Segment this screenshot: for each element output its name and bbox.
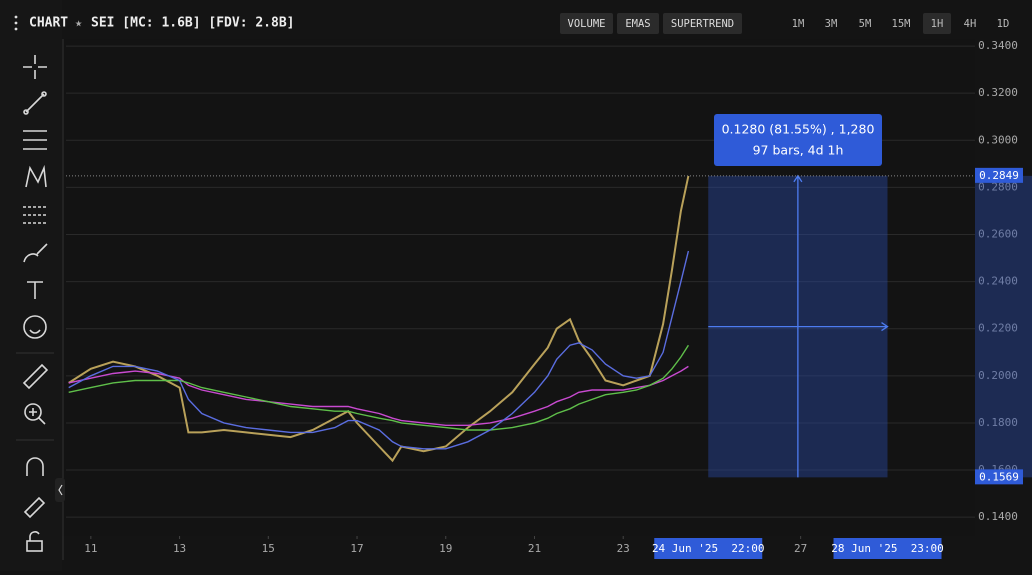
tool-emoji[interactable] [23, 315, 47, 339]
timeframe-active[interactable] [923, 13, 951, 34]
timeframe-button[interactable]: 1M [792, 18, 805, 30]
tool-pattern[interactable] [25, 164, 47, 188]
y-tick-label: 0.1400 [978, 510, 1018, 523]
collapse-button[interactable] [55, 478, 65, 502]
measure-tooltip-text: 0.1280 (81.55%) , 1,280 [722, 122, 875, 137]
indicator-button[interactable] [663, 13, 742, 34]
tool-brush[interactable] [23, 243, 48, 263]
measure-tooltip [714, 114, 882, 166]
timeframe-button[interactable]: 1D [997, 18, 1010, 30]
header-title: CHART [29, 16, 68, 31]
price-label: 0.2849 [979, 169, 1019, 182]
tool-text[interactable] [27, 281, 43, 299]
ema-line [68, 250, 690, 450]
tool-parallel[interactable] [23, 130, 47, 150]
tool-line[interactable] [23, 91, 47, 115]
range-low-label-bg [975, 469, 1023, 485]
indicator-button-label[interactable]: SUPERTREND [671, 18, 734, 30]
measure-tooltip-text: 97 bars, 4d 1h [753, 143, 844, 158]
tool-unlock[interactable] [26, 531, 43, 552]
indicator-button[interactable] [617, 13, 659, 34]
x-tick-label: 15 [262, 542, 275, 555]
symbol: SEI [MC: 1.6B] [FDV: 2.8B] [91, 16, 295, 31]
x-tick-label: 27 [794, 542, 807, 555]
timeframe-button[interactable]: 4H [964, 18, 977, 30]
range-x-label-bg [833, 538, 942, 559]
tool-crosshair[interactable] [23, 55, 47, 79]
y-tick-label: 0.3400 [978, 39, 1018, 52]
timeframe-button[interactable]: 15M [892, 18, 911, 30]
price-label-bg [975, 167, 1023, 183]
y-tick-label: 0.2400 [978, 275, 1018, 288]
range-x-label-bg [654, 538, 763, 559]
tool-zoom[interactable] [24, 403, 46, 425]
y-tick-label: 0.2200 [978, 322, 1018, 335]
range-low-label: 0.1569 [979, 470, 1019, 483]
y-tick-label: 0.2800 [978, 180, 1018, 193]
price-line [68, 175, 690, 463]
range-x-label: 28 Jun '25 23:00 [831, 542, 944, 555]
x-tick-label: 21 [528, 542, 541, 555]
indicator-button-label[interactable]: EMAS [625, 18, 650, 30]
tool-ruler[interactable] [22, 363, 49, 390]
timeframe-button[interactable]: 5M [859, 18, 872, 30]
timeframe-button[interactable]: 3M [825, 18, 838, 30]
y-tick-label: 0.2600 [978, 228, 1018, 241]
axis-range-highlight [975, 175, 1032, 478]
y-tick-label: 0.3000 [978, 133, 1018, 146]
y-tick-label: 0.1800 [978, 416, 1018, 429]
indicator-button-label[interactable]: VOLUME [568, 18, 606, 30]
tool-magnet[interactable] [26, 457, 44, 476]
x-tick-label: 19 [439, 542, 452, 555]
ema-line [68, 344, 689, 431]
x-tick-label: 23 [617, 542, 630, 555]
x-tick-label: 17 [350, 542, 363, 555]
x-tick-label: 13 [173, 542, 186, 555]
toolbar [0, 0, 62, 571]
indicator-button[interactable] [560, 13, 613, 34]
y-tick-label: 0.3200 [978, 86, 1018, 99]
measure-arrow-h [708, 322, 889, 332]
timeframe-button[interactable]: 1H [931, 18, 944, 30]
ema-line [68, 365, 689, 426]
tool-fib[interactable] [23, 206, 47, 224]
star-icon[interactable]: ★ [75, 16, 82, 30]
menu-icon[interactable] [14, 15, 18, 31]
range-x-label: 24 Jun '25 22:00 [652, 542, 765, 555]
x-tick-label: 11 [84, 542, 97, 555]
tool-lock-draw[interactable] [23, 496, 46, 519]
